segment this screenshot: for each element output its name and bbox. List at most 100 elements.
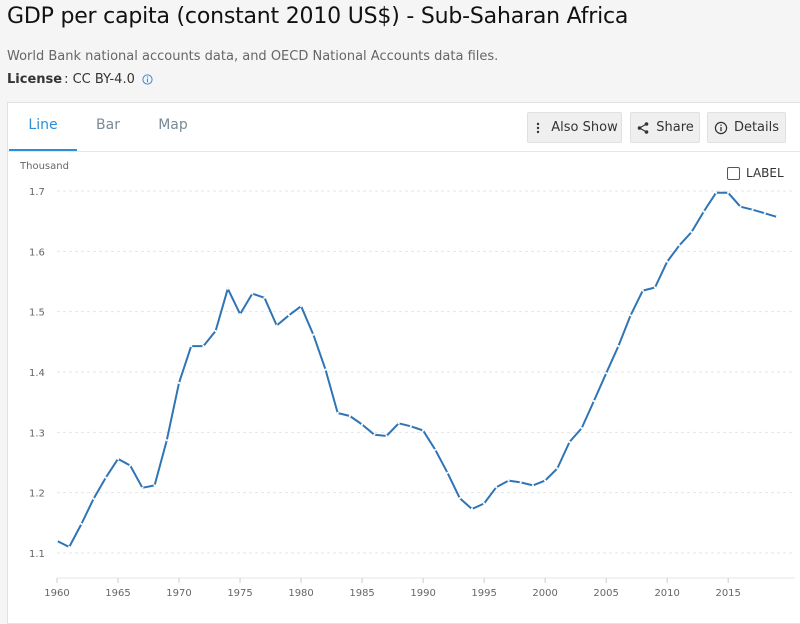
data-point xyxy=(617,345,620,348)
label-toggle-text: LABEL xyxy=(746,166,784,180)
data-point xyxy=(629,314,632,317)
data-point xyxy=(470,507,473,511)
data-point xyxy=(458,497,461,500)
data-point xyxy=(605,372,608,375)
data-point xyxy=(568,440,571,444)
data-point xyxy=(55,539,59,542)
data-point xyxy=(397,422,400,425)
data-point xyxy=(373,433,376,436)
data-point xyxy=(739,205,742,208)
more-vertical-icon xyxy=(537,122,540,133)
data-point xyxy=(653,286,657,289)
page-title: GDP per capita (constant 2010 US$) - Sub… xyxy=(7,4,629,29)
data-point xyxy=(165,439,168,442)
data-point xyxy=(214,329,217,333)
data-source: World Bank national accounts data, and O… xyxy=(7,49,499,64)
x-tick-label: 1965 xyxy=(105,588,130,599)
x-tick-label: 2000 xyxy=(532,588,557,599)
x-tick-label: 1990 xyxy=(410,588,435,599)
share-button[interactable]: Share xyxy=(630,112,700,143)
data-point xyxy=(690,230,693,234)
data-point xyxy=(300,305,303,308)
share-label: Share xyxy=(656,120,694,135)
chart-card: Line Bar Map Also Show Share Details LAB xyxy=(7,102,800,624)
data-point xyxy=(336,411,339,415)
data-point xyxy=(116,457,120,460)
y-tick-label: 1.6 xyxy=(29,247,45,258)
y-tick-label: 1.5 xyxy=(29,308,45,319)
data-point xyxy=(239,313,242,316)
data-point xyxy=(80,522,83,526)
tab-line[interactable]: Line xyxy=(9,103,77,151)
data-point xyxy=(519,481,522,484)
data-point xyxy=(775,215,779,218)
data-point xyxy=(763,212,766,215)
data-point xyxy=(702,210,705,213)
y-tick-label: 1.4 xyxy=(29,368,45,379)
x-tick-label: 1975 xyxy=(227,588,252,599)
y-tick-label: 1.3 xyxy=(29,428,45,439)
data-point xyxy=(348,414,351,418)
data-point xyxy=(104,476,107,479)
data-point xyxy=(495,486,498,489)
data-point xyxy=(434,448,437,451)
data-point xyxy=(251,292,254,295)
data-point xyxy=(580,427,583,430)
x-tick-label: 1980 xyxy=(288,588,313,599)
data-point xyxy=(641,289,644,292)
y-tick-label: 1.7 xyxy=(29,187,45,198)
data-point xyxy=(263,296,266,299)
label-toggle[interactable]: LABEL xyxy=(727,166,784,180)
details-button[interactable]: Details xyxy=(707,112,786,143)
share-icon xyxy=(637,121,649,134)
x-tick-label: 1985 xyxy=(349,588,374,599)
data-point xyxy=(226,287,229,290)
data-point xyxy=(556,467,559,470)
info-circle-icon xyxy=(714,121,728,134)
x-tick-label: 2010 xyxy=(654,588,679,599)
data-point xyxy=(409,425,412,428)
license-label: License xyxy=(7,72,63,87)
y-tick-label: 1.2 xyxy=(29,489,45,500)
x-tick-label: 1960 xyxy=(44,588,69,599)
data-point xyxy=(446,471,449,474)
data-point xyxy=(483,502,486,505)
data-point xyxy=(361,423,364,426)
data-point xyxy=(141,486,144,489)
also-show-label: Also Show xyxy=(551,120,618,135)
data-point xyxy=(666,260,669,263)
data-point xyxy=(678,244,681,247)
details-label: Details xyxy=(733,120,780,135)
data-point xyxy=(312,333,315,336)
info-icon[interactable] xyxy=(142,74,153,85)
data-point xyxy=(422,429,425,432)
y-axis-unit-label: Thousand xyxy=(19,161,69,172)
data-point xyxy=(714,191,718,194)
x-tick-label: 1970 xyxy=(166,588,191,599)
data-point xyxy=(544,479,547,482)
x-tick-label: 1995 xyxy=(471,588,496,599)
tab-map[interactable]: Map xyxy=(158,117,188,133)
license-value: : CC BY-4.0 xyxy=(64,72,135,87)
data-point xyxy=(92,497,95,500)
data-point xyxy=(727,191,730,194)
data-point xyxy=(751,208,754,211)
data-point xyxy=(177,381,181,384)
data-point xyxy=(385,434,388,438)
series-line xyxy=(56,191,778,548)
data-point xyxy=(190,345,193,348)
data-point xyxy=(592,399,596,403)
data-point xyxy=(153,484,156,487)
data-point xyxy=(129,464,132,467)
y-tick-label: 1.1 xyxy=(29,549,45,560)
data-point xyxy=(507,479,510,482)
label-checkbox[interactable] xyxy=(727,166,740,180)
x-tick-label: 2015 xyxy=(715,588,740,599)
x-tick-label: 2005 xyxy=(593,588,618,599)
chart-tabs: Line Bar Map Also Show Share Details xyxy=(8,103,800,152)
data-point xyxy=(531,484,535,487)
also-show-button[interactable]: Also Show xyxy=(527,112,622,143)
license-line: License : CC BY-4.0 xyxy=(7,72,153,87)
data-point xyxy=(324,368,327,371)
tab-bar[interactable]: Bar xyxy=(96,117,120,133)
